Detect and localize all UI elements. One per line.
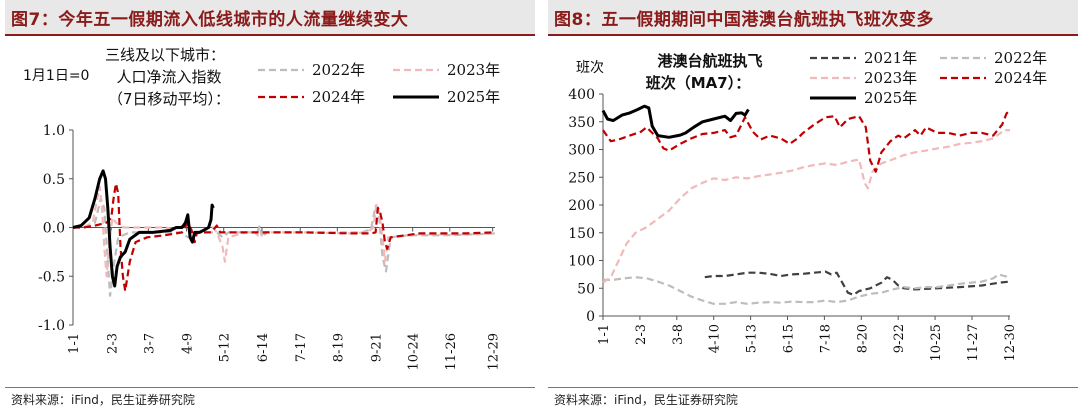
y-tick-label: 0.0 — [43, 221, 65, 237]
y-tick-label: -0.5 — [38, 269, 65, 285]
legend-label: 2025年 — [447, 88, 500, 106]
x-tick-label: 10-25 — [929, 324, 944, 361]
line-chart-city-inflow: 1月1日=0 三线及以下城市： 人口净流入指数 （7日移动平均）： -1.0 -0… — [23, 46, 502, 370]
y-tick-label: 1.0 — [43, 123, 65, 139]
chart-title: 图8：五一假期期间中国港澳台航班执飞班次变多 — [554, 10, 934, 30]
title-bar: 图7：今年五一假期流入低线城市的人流量继续变大 — [5, 0, 535, 36]
x-tick-label: 3-7 — [142, 333, 157, 354]
x-tick-label: 1-1 — [597, 324, 612, 345]
chart-title: 图7：今年五一假期流入低线城市的人流量继续变大 — [11, 10, 409, 30]
legend-label: 2021年 — [864, 49, 917, 67]
y-tick-label: 0.5 — [43, 172, 65, 188]
annotation-line: 班次（MA7）： — [646, 74, 750, 92]
y-tick-label: 50 — [577, 281, 595, 297]
legend-label: 2022年 — [994, 49, 1047, 67]
series-line — [602, 128, 1010, 284]
legend-label: 2022年 — [312, 61, 365, 79]
y-tick-label: 400 — [568, 87, 595, 103]
y-unit-note: 班次 — [576, 60, 604, 76]
series-line — [602, 109, 1011, 173]
series-line — [72, 169, 215, 288]
y-unit-note: 1月1日=0 — [23, 68, 89, 84]
x-tick-label: 2-3 — [634, 324, 649, 345]
series-line — [704, 270, 1011, 296]
x-tick-label: 6-15 — [781, 324, 796, 353]
x-tick-label: 2-3 — [105, 333, 120, 354]
y-tick-label: 350 — [568, 115, 595, 131]
chart-panel-left: 图7：今年五一假期流入低线城市的人流量继续变大 1月1日=0 三线及以下城市： … — [5, 0, 535, 417]
x-tick-label: 11-27 — [966, 324, 981, 361]
x-tick-label: 1-1 — [67, 333, 82, 354]
series-line — [73, 197, 496, 297]
x-tick-label: 11-26 — [444, 333, 459, 370]
x-tick-label: 10-24 — [407, 333, 422, 370]
source-divider — [5, 387, 535, 388]
x-tick-label: 3-8 — [671, 324, 686, 345]
annotation-line: 人口净流入指数 — [116, 68, 221, 86]
legend-label: 2025年 — [864, 89, 917, 107]
x-tick-label: 8-19 — [331, 333, 346, 362]
source-note: 资料来源：iFind，民生证券研究院 — [11, 393, 195, 407]
series-line — [603, 273, 1011, 305]
legend-label: 2024年 — [994, 69, 1047, 87]
y-tick-label: 200 — [568, 198, 595, 214]
annotation-line: 三线及以下城市： — [105, 46, 225, 64]
x-tick-label: 6-14 — [256, 333, 271, 362]
x-tick-label: 12-29 — [487, 333, 502, 370]
x-tick-label: 9-21 — [370, 333, 385, 362]
source-note: 资料来源：iFind，民生证券研究院 — [554, 393, 738, 407]
series-line — [601, 104, 750, 139]
chart-panel-right: 图8：五一假期期间中国港澳台航班执飞班次变多 班次 港澳台航班执飞 班次（MA7… — [548, 0, 1078, 417]
series-line — [73, 182, 496, 292]
x-tick-label: 4-10 — [708, 324, 723, 353]
legend-label: 2023年 — [864, 69, 917, 87]
y-tick-label: 100 — [568, 254, 595, 270]
source-divider — [548, 387, 1078, 388]
y-tick-label: 300 — [568, 143, 595, 159]
x-tick-label: 5-12 — [218, 333, 233, 362]
y-tick-label: -1.0 — [38, 318, 65, 334]
line-chart-flights: 班次 港澳台航班执飞 班次（MA7）： 0 50 100 150 200 250 300 35… — [568, 49, 1047, 361]
x-tick-label: 5-13 — [745, 324, 760, 353]
y-tick-label: 250 — [568, 170, 595, 186]
y-tick-label: 0 — [586, 309, 595, 325]
legend-label: 2023年 — [447, 61, 500, 79]
x-tick-label: 7-18 — [818, 324, 833, 353]
x-tick-label: 9-22 — [892, 324, 907, 353]
x-tick-label: 8-20 — [855, 324, 870, 353]
x-tick-label: 12-30 — [1003, 324, 1018, 361]
x-tick-label: 7-17 — [294, 333, 309, 362]
annotation-line: 港澳台航班执飞 — [657, 52, 762, 70]
y-tick-label: 150 — [568, 226, 595, 242]
annotation-line: （7日移动平均）： — [108, 90, 230, 108]
x-tick-label: 4-9 — [181, 333, 196, 354]
title-bar: 图8：五一假期期间中国港澳台航班执飞班次变多 — [548, 0, 1078, 36]
legend-label: 2024年 — [312, 88, 365, 106]
